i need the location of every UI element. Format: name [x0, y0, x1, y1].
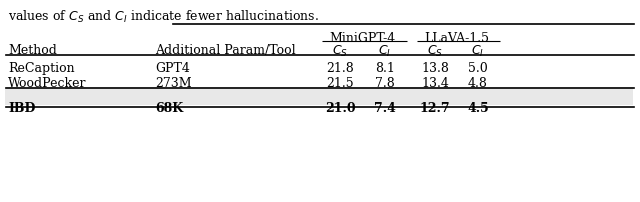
Text: GPT4: GPT4: [155, 62, 190, 75]
Text: $C_I$: $C_I$: [472, 44, 484, 59]
Text: $C_I$: $C_I$: [378, 44, 392, 59]
Text: WoodPecker: WoodPecker: [8, 77, 86, 90]
Text: Method: Method: [8, 44, 57, 57]
Text: values of $C_S$ and $C_I$ indicate fewer hallucinations.: values of $C_S$ and $C_I$ indicate fewer…: [8, 9, 319, 25]
Text: 4.8: 4.8: [468, 77, 488, 90]
Text: 13.4: 13.4: [421, 77, 449, 90]
Text: 5.0: 5.0: [468, 62, 488, 75]
Text: ReCaption: ReCaption: [8, 62, 75, 75]
Text: 4.5: 4.5: [467, 102, 489, 115]
Text: MiniGPT-4: MiniGPT-4: [330, 32, 396, 45]
Text: Additional Param/Tool: Additional Param/Tool: [155, 44, 296, 57]
Text: 273M: 273M: [155, 77, 191, 90]
Text: $C_S$: $C_S$: [332, 44, 348, 59]
Text: 13.8: 13.8: [421, 62, 449, 75]
Text: 21.5: 21.5: [326, 77, 354, 90]
Text: 21.8: 21.8: [326, 62, 354, 75]
Text: LLaVA-1.5: LLaVA-1.5: [424, 32, 489, 45]
Text: 12.7: 12.7: [420, 102, 451, 115]
FancyBboxPatch shape: [5, 87, 633, 105]
Text: 7.4: 7.4: [374, 102, 396, 115]
Text: 68K: 68K: [155, 102, 183, 115]
Text: $C_S$: $C_S$: [427, 44, 443, 59]
Text: 21.0: 21.0: [324, 102, 355, 115]
Text: IBD: IBD: [8, 102, 35, 115]
Text: 8.1: 8.1: [375, 62, 395, 75]
Text: 7.8: 7.8: [375, 77, 395, 90]
